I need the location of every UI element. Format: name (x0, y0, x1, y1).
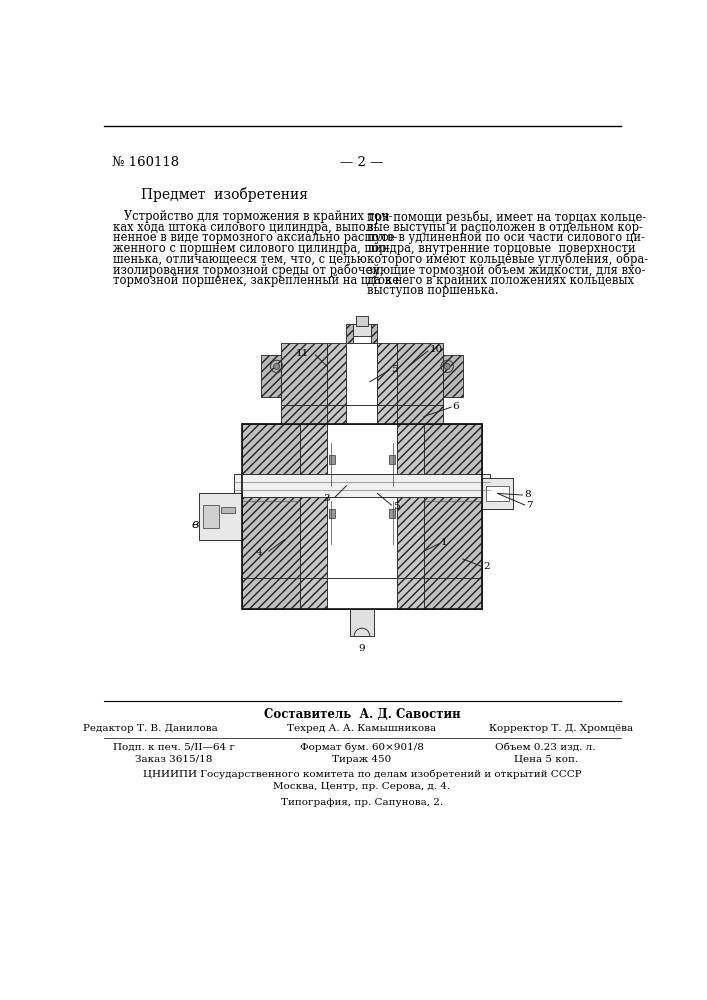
Bar (329, 455, 335, 464)
Text: 3: 3 (323, 494, 329, 503)
Bar (242, 578, 300, 609)
Bar (482, 478, 513, 509)
Bar (482, 478, 513, 486)
Bar (327, 440, 335, 563)
Text: 8: 8 (524, 490, 530, 499)
Bar (346, 405, 378, 424)
Text: которого имеют кольцевые углубления, обра-: которого имеют кольцевые углубления, обр… (368, 253, 648, 266)
Text: Типография, пр. Сапунова, 2.: Типография, пр. Сапунова, 2. (281, 798, 443, 807)
Text: Цена 5 коп.: Цена 5 коп. (513, 755, 578, 764)
Text: линдра, внутренние торцовые  поверхности: линдра, внутренние торцовые поверхности (368, 242, 636, 255)
Text: тормозной поршенек, закрепленный на штоке: тормозной поршенек, закрепленный на шток… (113, 274, 399, 287)
Bar (221, 507, 235, 513)
Bar (356, 316, 368, 326)
Bar (482, 501, 513, 509)
Bar (397, 578, 424, 609)
Text: ненное в виде тормозного аксиально располо-: ненное в виде тормозного аксиально распо… (113, 231, 397, 244)
Text: Формат бум. 60×901/8: Формат бум. 60×901/8 (300, 743, 424, 752)
Bar (397, 424, 424, 578)
Text: пусе в удлиненной по оси части силового ци-: пусе в удлиненной по оси части силового … (368, 231, 645, 244)
Bar (199, 493, 242, 540)
Bar (242, 424, 482, 609)
Circle shape (444, 363, 450, 369)
Bar (389, 509, 395, 518)
Text: Составитель  А. Д. Савостин: Составитель А. Д. Савостин (264, 708, 460, 721)
Text: 11: 11 (296, 349, 309, 358)
Text: 5: 5 (391, 365, 397, 374)
Bar (389, 455, 395, 464)
Text: зующие тормозной объем жидкости, для вхо-: зующие тормозной объем жидкости, для вхо… (368, 263, 645, 277)
Bar (371, 324, 378, 343)
Text: Техред А. А. Камышникова: Техред А. А. Камышникова (287, 724, 436, 733)
Text: 1: 1 (441, 538, 448, 547)
Text: Подп. к печ. 5/II—64 г: Подп. к печ. 5/II—64 г (112, 743, 235, 752)
Bar (281, 405, 327, 424)
Text: женного с поршнем силового цилиндра, пор-: женного с поршнем силового цилиндра, пор… (113, 242, 390, 255)
Text: изолирования тормозной среды от рабочей,: изолирования тормозной среды от рабочей, (113, 263, 384, 277)
Bar (346, 343, 378, 405)
Text: 5: 5 (393, 502, 399, 511)
Text: Тираж 450: Тираж 450 (332, 755, 392, 764)
Bar (486, 486, 509, 501)
Bar (397, 343, 443, 405)
Text: Редактор Т. В. Данилова: Редактор Т. В. Данилова (83, 724, 218, 733)
Bar (335, 451, 389, 517)
Text: Корректор Т. Д. Хромцёва: Корректор Т. Д. Хромцёва (489, 724, 633, 733)
Text: Заказ 3615/18: Заказ 3615/18 (135, 755, 212, 764)
Text: ЦНИИПИ Государственного комитета по делам изобретений и открытий СССР: ЦНИИПИ Государственного комитета по дела… (143, 770, 581, 779)
Bar (300, 578, 327, 609)
Bar (234, 474, 490, 497)
Text: в: в (192, 518, 199, 531)
Text: Москва, Центр, пр. Серова, д. 4.: Москва, Центр, пр. Серова, д. 4. (274, 782, 450, 791)
Bar (389, 440, 397, 563)
Text: шенька, отличающееся тем, что, с целью: шенька, отличающееся тем, что, с целью (113, 253, 367, 266)
Bar (199, 493, 242, 505)
Bar (199, 528, 242, 540)
Bar (242, 424, 300, 578)
Text: при помощи резьбы, имеет на торцах кольце-: при помощи резьбы, имеет на торцах кольц… (368, 210, 647, 224)
Text: 2: 2 (484, 562, 490, 571)
Text: ках хода штока силового цилиндра, выпол-: ках хода штока силового цилиндра, выпол- (113, 221, 377, 234)
Bar (261, 355, 281, 397)
Text: вые выступы и расположен в отдельном кор-: вые выступы и расположен в отдельном кор… (368, 221, 643, 234)
Text: 4: 4 (256, 548, 263, 557)
Bar (424, 424, 482, 578)
Text: 7: 7 (526, 501, 533, 510)
Bar (327, 343, 346, 405)
Bar (327, 578, 397, 609)
Text: 9: 9 (358, 644, 365, 653)
Circle shape (274, 363, 280, 369)
Text: — 2 —: — 2 — (340, 156, 384, 169)
Bar (281, 343, 327, 405)
Bar (329, 509, 335, 518)
Text: выступов поршенька.: выступов поршенька. (368, 284, 499, 297)
Bar (353, 324, 371, 336)
Bar (300, 424, 327, 578)
Text: да в него в крайних положениях кольцевых: да в него в крайних положениях кольцевых (368, 274, 634, 287)
Bar (203, 505, 218, 528)
Bar (346, 324, 353, 343)
Bar (327, 405, 346, 424)
Bar (378, 343, 397, 405)
Bar (327, 424, 397, 578)
Text: 6: 6 (452, 402, 460, 411)
Text: Устройство для торможения в крайних точ-: Устройство для торможения в крайних точ- (113, 210, 393, 223)
Text: 10: 10 (429, 345, 443, 354)
Text: № 160118: № 160118 (112, 156, 179, 169)
Bar (351, 609, 373, 636)
Text: Предмет  изобретения: Предмет изобретения (141, 187, 308, 202)
Bar (424, 578, 482, 609)
Bar (443, 355, 462, 397)
Text: Объем 0.23 изд. л.: Объем 0.23 изд. л. (496, 743, 596, 752)
Bar (397, 405, 443, 424)
Bar (378, 405, 397, 424)
